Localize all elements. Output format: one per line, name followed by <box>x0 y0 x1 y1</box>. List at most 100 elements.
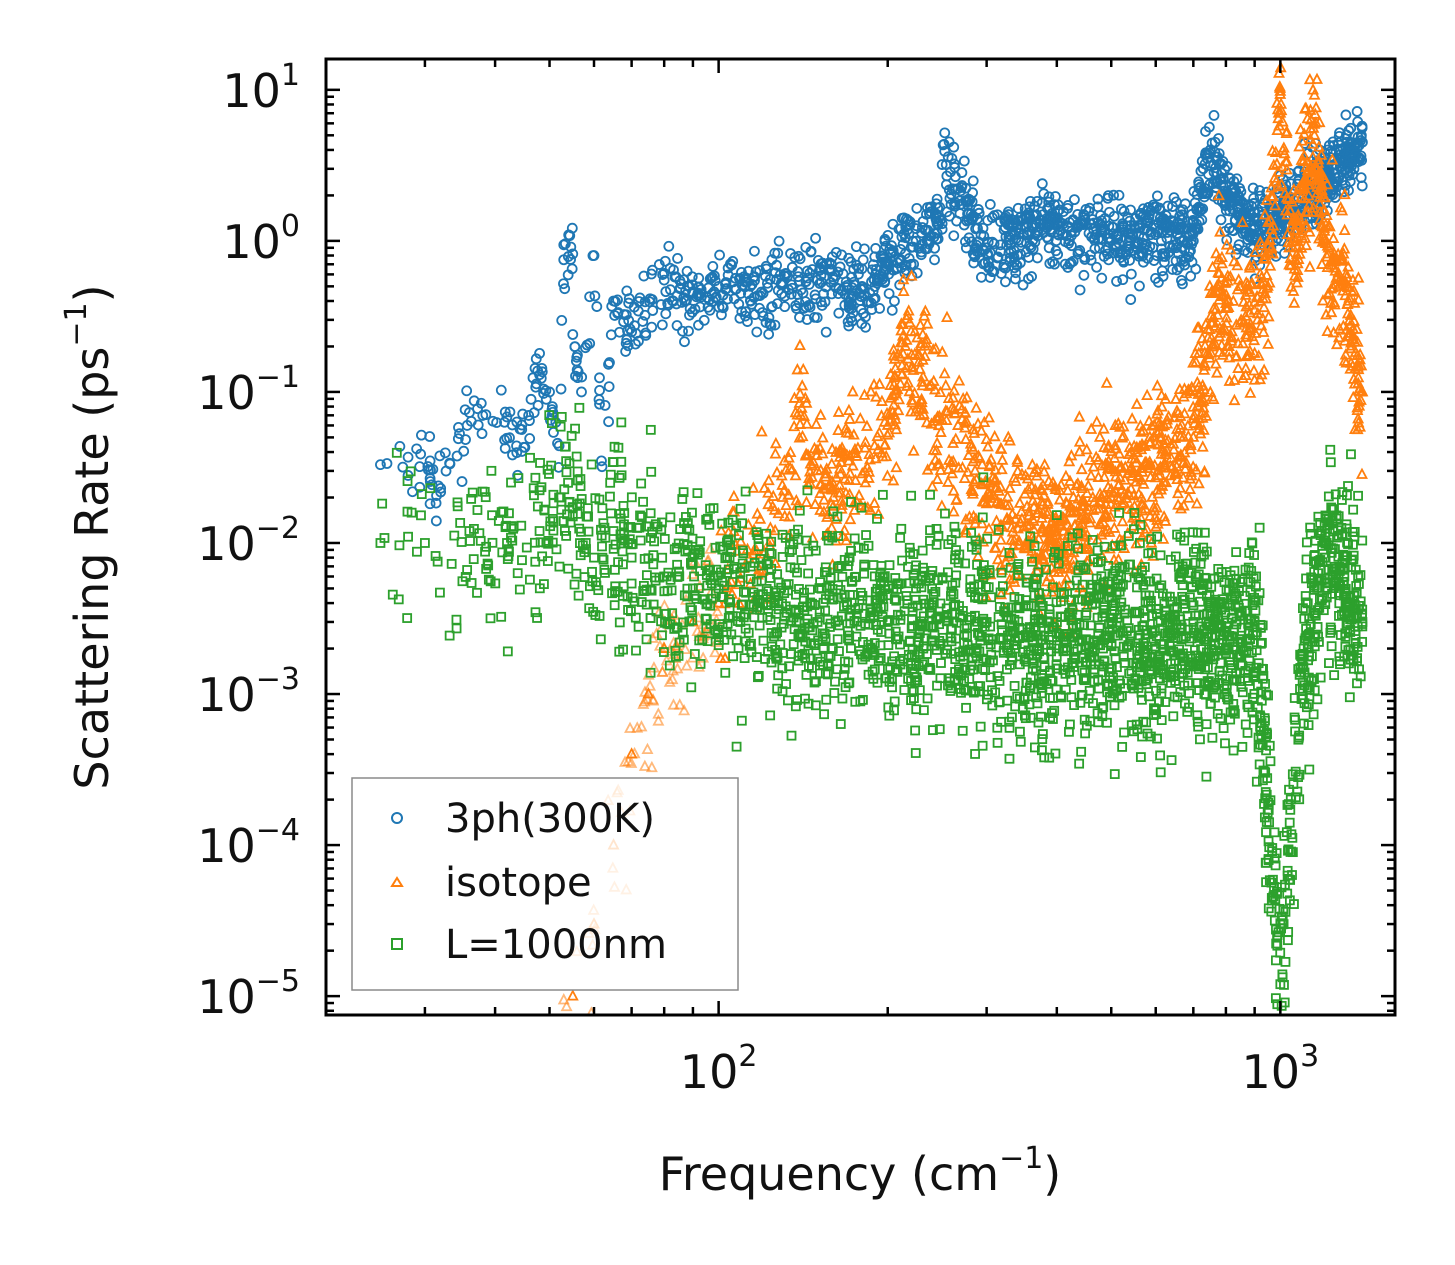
data-point-circle <box>1152 190 1163 202</box>
data-point-circle <box>695 283 707 295</box>
data-point-circle <box>1215 158 1227 170</box>
data-point-circle <box>567 329 579 340</box>
data-point-circle <box>903 253 915 264</box>
data-point-circle <box>958 155 970 167</box>
data-point-circle <box>545 414 556 426</box>
data-point-circle <box>516 424 528 435</box>
data-point-circle <box>671 320 683 331</box>
data-point-circle <box>1208 110 1220 121</box>
data-point-circle <box>801 314 813 325</box>
data-point-circle <box>1085 254 1097 266</box>
data-point-circle <box>773 235 785 247</box>
data-point-circle <box>1019 210 1031 222</box>
data-point-circle <box>760 270 771 282</box>
data-point-circle <box>693 319 704 331</box>
data-point-circle <box>524 433 536 444</box>
data-point-circle <box>1352 116 1364 128</box>
data-point-circle <box>693 272 705 284</box>
data-point-circle <box>925 206 937 218</box>
data-point-circle <box>806 264 818 275</box>
data-point-circle <box>1042 233 1054 245</box>
data-point-circle <box>1162 200 1174 212</box>
data-point-circle <box>1096 226 1108 238</box>
data-point-circle <box>558 239 570 251</box>
data-point-circle <box>576 386 587 398</box>
data-point-circle <box>1096 215 1107 227</box>
data-point-circle <box>570 370 581 382</box>
data-point-circle <box>850 241 862 253</box>
data-point-circle <box>1178 256 1190 267</box>
data-point-circle <box>828 274 840 285</box>
data-point-circle <box>1041 231 1053 243</box>
data-point-circle <box>1089 234 1100 246</box>
data-point-circle <box>800 296 811 308</box>
data-point-circle <box>555 383 567 395</box>
data-point-circle <box>622 340 634 352</box>
data-point-circle <box>594 385 605 396</box>
data-point-circle <box>669 271 681 283</box>
data-point-circle <box>686 306 698 318</box>
data-point-circle <box>501 432 513 444</box>
data-point-circle <box>843 320 855 332</box>
data-point-circle <box>749 245 760 257</box>
data-point-circle <box>720 277 732 288</box>
data-point-circle <box>845 256 857 268</box>
data-point-circle <box>375 459 386 471</box>
data-point-circle <box>1356 180 1368 192</box>
data-point-circle <box>1024 225 1035 237</box>
data-point-circle <box>939 127 951 139</box>
data-point-circle <box>1220 205 1232 216</box>
data-point-circle <box>740 310 751 322</box>
data-point-circle <box>1112 231 1124 243</box>
data-point-circle <box>740 306 752 318</box>
data-point-circle <box>659 255 671 267</box>
data-point-circle <box>676 278 687 290</box>
data-point-circle <box>1351 106 1363 117</box>
data-point-circle <box>982 214 994 226</box>
data-point-circle <box>763 328 775 340</box>
data-point-circle <box>599 399 611 411</box>
data-point-circle <box>769 267 781 279</box>
data-point-circle <box>1017 279 1029 291</box>
data-point-circle <box>1151 201 1162 213</box>
data-point-circle <box>762 282 774 293</box>
data-point-circle <box>1159 251 1171 262</box>
data-point-circle <box>1183 246 1195 258</box>
data-point-circle <box>566 222 578 234</box>
data-point-circle <box>795 284 807 296</box>
data-point-circle <box>907 241 919 253</box>
data-point-circle <box>865 297 877 309</box>
data-point-circle <box>883 288 895 299</box>
data-point-circle <box>603 416 614 428</box>
data-point-circle <box>1185 270 1197 282</box>
data-point-circle <box>889 295 900 307</box>
data-point-circle <box>1072 219 1084 230</box>
data-point-circle <box>683 325 694 337</box>
data-point-circle <box>623 293 635 305</box>
data-point-circle <box>860 321 871 333</box>
data-point-circle <box>938 138 950 150</box>
data-point-circle <box>499 406 511 418</box>
data-point-circle <box>453 421 464 433</box>
data-point-circle <box>745 295 757 307</box>
data-point-circle <box>1052 228 1064 240</box>
data-point-circle <box>1117 274 1129 286</box>
data-point-circle <box>771 298 783 310</box>
data-point-circle <box>1167 264 1178 275</box>
data-point-circle <box>487 415 499 427</box>
data-point-circle <box>534 347 545 359</box>
data-point-circle <box>1179 198 1191 210</box>
data-point-circle <box>596 461 608 473</box>
data-point-circle <box>1011 260 1023 271</box>
data-point-circle <box>668 264 679 276</box>
data-point-circle <box>660 308 672 320</box>
data-point-circle <box>946 153 958 164</box>
data-point-circle <box>658 274 670 286</box>
data-point-circle <box>603 381 615 392</box>
data-point-circle <box>1052 205 1064 217</box>
data-point-circle <box>1137 247 1149 259</box>
data-point-circle <box>887 245 899 257</box>
data-point-circle <box>1141 205 1153 217</box>
data-point-circle <box>1108 210 1120 222</box>
data-point-circle <box>870 264 882 275</box>
